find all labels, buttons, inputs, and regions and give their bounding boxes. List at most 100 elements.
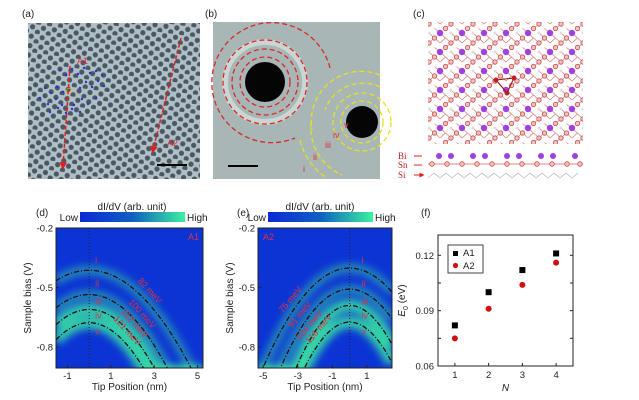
colorbar [268,212,373,222]
legend-label-a1: A1 [463,248,475,259]
y-tick-label: 0.12 [416,251,435,262]
panel-label-b: (b) [205,9,217,20]
level-label: ii [362,279,366,289]
ring-label-iv: iv [333,130,340,140]
panel-label-f: (f) [421,208,430,219]
stm-image-b: v iv iii ii i [211,22,392,179]
dispersion-curve [56,269,192,368]
y-tick-label: -0.8 [239,343,255,354]
ring-label-iii: iii [325,140,331,150]
plot-frame [257,227,393,369]
x-tick-label: 3 [152,371,157,382]
y-tick-label: -0.8 [37,343,53,354]
data-point-a1 [451,322,458,329]
dispersion-curve [262,267,392,368]
y-tick-label: 0.06 [416,362,435,373]
x-tick-label: -1 [328,371,336,382]
panel-label-d: (d) [36,208,48,219]
ring-label-i: i [303,164,305,174]
x-axis-label: N [502,383,510,394]
y-tick-label: -0.5 [239,283,255,294]
dispersion-curve [279,288,392,368]
y-axis-label-sub: 0 [403,306,410,310]
colorbar-low: Low [60,213,79,224]
level-label: iii [95,296,101,306]
panel-label-c: (c) [413,9,425,20]
y-tick-label: 0.09 [416,306,435,317]
colorbar-title: dI/dV (arb. unit) [286,202,355,213]
legend-marker-a2 [452,262,459,269]
colorbar-high: High [375,213,396,224]
legend-box [447,244,484,274]
panel-label-e: (e) [237,208,249,219]
x-tick-label: 5 [195,371,200,382]
y-axis-label: E0 (eV) [397,284,410,316]
colorbar-low: Low [248,213,267,224]
linecut-tag: A1 [188,232,199,242]
lattice-overlay-dots [38,66,106,115]
level-label: ii [95,279,99,289]
y-axis-label-unit: (eV) [397,284,408,306]
panel-label-a: (a) [22,9,34,20]
y-tick-label: -0.2 [239,224,255,235]
marker-a1: A1 [77,56,88,66]
dispersion-curve [56,293,169,368]
vacancy-a2 [346,106,378,138]
level-label: i [362,255,364,265]
x-tick-label: -1 [63,371,71,382]
data-point-a2 [485,305,492,312]
x-tick-label: -5 [259,371,267,382]
x-tick-label: 2 [486,370,491,381]
atomic-structure: Bi Sn Si [398,22,583,180]
ring-label-ii: ii [313,152,317,162]
x-tick-label: -3 [294,371,302,382]
data-point-a2 [451,335,458,342]
legend-marker-a1 [453,251,458,256]
plot-frame [55,227,204,369]
intensity-band [56,303,203,368]
x-tick-label: 4 [553,370,558,381]
y-axis-label: Sample bias (V) [23,262,34,333]
x-axis-label: Tip Position (nm) [92,382,167,393]
stm-image-a: A1 A2 [28,23,200,179]
linecut-arrow-a1 [59,65,71,170]
layer-label-sn: Sn [398,160,408,170]
side-view [427,153,583,180]
data-point-a1 [485,289,492,296]
legend-label-a2: A2 [463,261,475,272]
linecut-tag: A2 [263,232,274,242]
ring-label-v: v [344,120,349,130]
layer-label-bi: Bi [398,151,407,161]
y-tick-label: -0.5 [37,283,53,294]
data-point-a2 [519,281,526,288]
x-axis-label: Tip Position (nm) [287,382,362,393]
level-label: v [362,326,367,336]
defect-marker [66,88,72,94]
linecut-arrow-a2 [150,37,182,154]
x-tick-label: 3 [520,370,525,381]
dispersion-curve [303,321,392,368]
data-point-a2 [553,259,560,266]
y-tick-label: -0.2 [37,224,53,235]
x-tick-label: 1 [364,371,369,382]
colorbar-title: dI/dV (arb. unit) [98,202,167,213]
dispersion-curve [56,322,145,368]
level-label: iv [95,310,102,320]
data-point-a1 [519,267,526,274]
level-label: iii [362,296,368,306]
x-tick-label: 1 [452,370,457,381]
data-point-a1 [553,250,560,257]
level-label: iv [362,310,369,320]
colorbar-high: High [187,213,208,224]
layer-label-si: Si [398,170,406,180]
dispersion-curve [295,304,392,368]
x-tick-label: 1 [108,371,113,382]
colorbar [80,212,185,222]
